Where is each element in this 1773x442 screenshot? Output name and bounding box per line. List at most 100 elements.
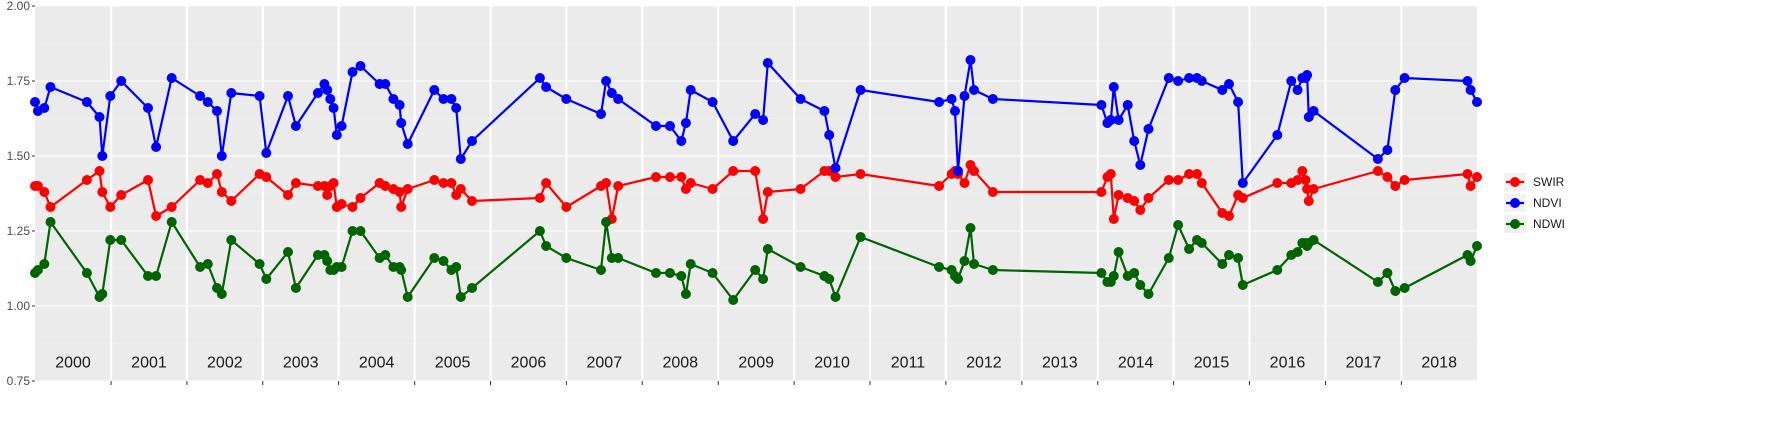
data-point-ndvi [97,151,108,161]
data-point-swir [651,172,661,182]
data-point-swir [328,178,339,188]
legend-item-ndvi: NDVI [1504,194,1562,212]
year-label: 2017 [1346,355,1382,372]
data-point-ndwi [283,247,293,257]
data-point-ndvi [45,82,56,92]
data-point-ndvi [1122,100,1133,110]
data-point-swir [347,202,358,212]
data-point-swir [105,202,116,212]
data-point-ndvi [1286,76,1297,86]
data-point-ndvi [394,100,405,110]
data-point-ndwi [166,217,177,227]
data-point-ndvi [116,76,127,86]
data-point-swir [1308,184,1319,194]
series-ndvi [30,55,1482,188]
data-point-ndvi [322,85,333,95]
data-point-ndvi [680,118,691,128]
data-point-ndvi [959,91,970,101]
data-point-swir [116,190,127,200]
data-point-swir [1300,175,1311,185]
data-point-ndwi [1184,244,1195,254]
data-point-ndvi [202,97,213,107]
legend-item-ndwi: NDWI [1504,215,1565,233]
data-point-ndwi [969,259,979,269]
year-label: 2006 [511,355,547,372]
data-point-ndwi [143,271,153,281]
data-point-swir [934,181,945,191]
data-point-ndwi [1465,256,1476,266]
data-point-ndwi [651,268,661,278]
data-point-swir [685,178,696,188]
data-point-ndwi [151,271,162,281]
data-point-swir [1113,190,1124,200]
data-point-swir [1224,211,1234,221]
data-point-ndvi [1224,79,1234,89]
y-tick-label: 1.75 [7,74,31,88]
data-point-swir [750,166,761,176]
data-point-ndwi [32,265,43,275]
year-label: 2002 [207,355,243,372]
data-point-ndvi [328,103,339,113]
data-point-ndwi [254,259,265,269]
data-point-ndwi [1372,277,1383,287]
data-point-swir [1303,196,1314,206]
data-point-swir [1108,214,1119,224]
year-label: 2004 [359,355,395,372]
data-point-swir [394,187,405,197]
data-point-ndvi [1135,160,1146,170]
data-point-swir [32,181,43,191]
data-point-ndwi [202,259,213,269]
data-point-swir [601,178,612,188]
legend-item-swir: SWIR [1504,173,1565,191]
data-point-swir [830,172,841,182]
data-point-ndwi [1472,241,1482,251]
data-point-swir [1143,193,1154,203]
data-point-swir [81,175,92,185]
data-point-ndvi [946,94,957,104]
data-point-ndwi [45,217,56,227]
data-point-swir [226,196,237,206]
legend-label: SWIR [1533,175,1565,189]
data-point-swir [728,166,739,176]
data-point-swir [1096,187,1107,197]
data-point-swir [151,211,162,221]
data-point-ndwi [601,217,612,227]
legend-key-point [1510,219,1520,229]
data-point-ndwi [1233,253,1244,263]
data-point-swir [541,178,552,188]
data-point-swir [1192,169,1202,179]
year-label: 2011 [891,355,926,372]
data-point-ndvi [1105,115,1116,125]
data-point-ndvi [1292,85,1303,95]
data-point-ndvi [1472,97,1482,107]
data-point-ndvi [613,94,624,104]
data-point-swir [195,175,206,185]
data-point-swir [212,169,222,179]
data-point-ndwi [1196,238,1207,248]
data-point-ndwi [347,226,358,236]
data-point-ndwi [676,271,687,281]
year-label: 2005 [435,355,471,372]
data-point-ndwi [728,295,739,305]
data-point-swir [676,172,687,182]
data-point-ndvi [212,106,222,116]
data-point-ndwi [680,289,691,299]
data-point-swir [1372,166,1383,176]
data-point-ndwi [322,256,333,266]
data-point-ndvi [855,85,866,95]
data-point-swir [438,178,449,188]
data-point-ndvi [388,94,399,104]
data-point-swir [446,178,457,188]
data-point-ndvi [969,85,979,95]
data-point-ndwi [1399,283,1410,293]
data-point-ndvi [606,88,617,98]
data-point-ndwi [438,256,449,266]
data-point-swir [396,202,407,212]
data-point-ndvi [30,97,40,107]
data-point-ndwi [455,292,466,302]
data-point-ndvi [151,142,162,152]
data-point-ndwi [1308,235,1319,245]
data-point-swir [534,193,545,203]
data-point-ndvi [325,94,336,104]
data-point-swir [39,187,50,197]
